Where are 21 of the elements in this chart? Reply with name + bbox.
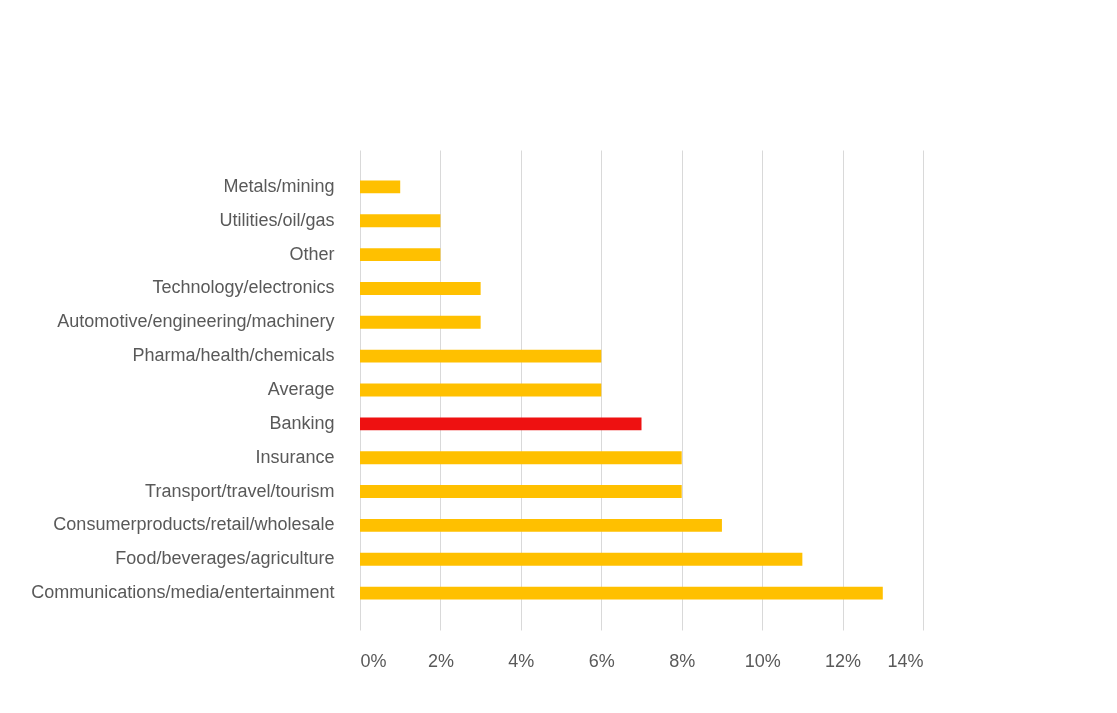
y-tick-label: Food/beverages/agriculture <box>115 548 335 569</box>
x-tick-label: 2% <box>427 650 454 671</box>
x-tick-label: 8% <box>669 650 696 671</box>
x-tick-label: 6% <box>588 650 615 671</box>
y-tick-label: Technology/electronics <box>152 277 335 298</box>
y-tick-label: Insurance <box>255 446 335 467</box>
y-tick-label: Automotive/engineering/machinery <box>57 311 335 332</box>
y-tick-label: Transport/travel/tourism <box>145 480 335 501</box>
y-tick-label: Banking <box>269 412 335 433</box>
x-tick-label: 4% <box>508 650 535 671</box>
y-tick-label: Pharma/health/chemicals <box>132 345 335 366</box>
y-tick-label: Metals/mining <box>223 175 335 196</box>
y-tick-label: Average <box>267 379 335 399</box>
x-tick-label: 0% <box>360 650 387 671</box>
x-tick-label: 14% <box>887 650 924 671</box>
y-tick-label: Other <box>289 243 335 264</box>
y-tick-label: Consumerproducts/retail/wholesale <box>53 514 335 535</box>
x-tick-label: 12% <box>825 650 862 671</box>
x-tick-label: 10% <box>744 650 781 671</box>
y-tick-label: Communications/media/entertainment <box>31 582 335 603</box>
y-tick-label: Utilities/oil/gas <box>219 209 335 230</box>
